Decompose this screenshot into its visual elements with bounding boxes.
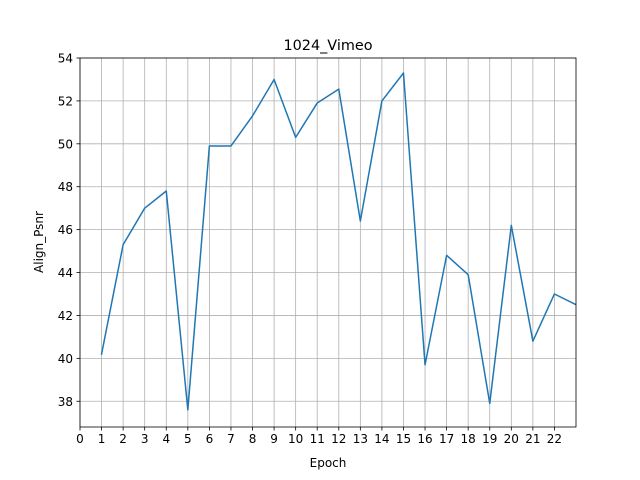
x-tick-label: 17 <box>439 432 454 446</box>
x-axis-label: Epoch <box>310 456 347 470</box>
series-line <box>100 72 576 411</box>
x-tick-label: 18 <box>461 432 476 446</box>
y-tick-label: 54 <box>58 52 73 66</box>
x-tick-label: 21 <box>525 432 540 446</box>
x-tick-label: 5 <box>184 432 192 446</box>
x-tick-label: 4 <box>162 432 170 446</box>
x-tick-label: 20 <box>504 432 519 446</box>
x-tick-label: 9 <box>270 432 278 446</box>
x-tick-label: 15 <box>396 432 411 446</box>
y-tick-label: 46 <box>58 223 73 237</box>
x-axis-ticks: 0 1 2 3 4 5 6 7 8 9 10 11 12 13 14 15 16 17 18 19 20 21 22 <box>76 427 562 446</box>
x-tick-label: 19 <box>482 432 497 446</box>
x-tick-label: 13 <box>353 432 368 446</box>
x-tick-label: 2 <box>119 432 127 446</box>
x-tick-label: 16 <box>417 432 432 446</box>
y-tick-label: 50 <box>58 137 73 151</box>
x-tick-label: 0 <box>76 432 84 446</box>
x-tick-label: 1 <box>98 432 106 446</box>
y-tick-label: 38 <box>58 395 73 409</box>
x-tick-label: 7 <box>227 432 235 446</box>
x-tick-label: 11 <box>310 432 325 446</box>
x-tick-label: 22 <box>547 432 562 446</box>
y-tick-label: 52 <box>58 94 73 108</box>
x-tick-label: 12 <box>331 432 346 446</box>
y-tick-label: 40 <box>58 352 73 366</box>
series-group <box>100 72 576 411</box>
chart-title: 1024_Vimeo <box>283 38 372 54</box>
x-tick-label: 14 <box>374 432 389 446</box>
y-tick-label: 42 <box>58 309 73 323</box>
y-tick-label: 48 <box>58 180 73 194</box>
y-axis-label: Align_Psnr <box>32 211 46 273</box>
x-tick-label: 8 <box>249 432 257 446</box>
x-tick-label: 3 <box>141 432 149 446</box>
y-axis-ticks: 38 40 42 44 46 48 50 52 54 <box>58 52 80 409</box>
x-tick-label: 10 <box>288 432 303 446</box>
y-tick-label: 44 <box>58 266 73 280</box>
plot-frame <box>79 57 577 428</box>
x-tick-label: 6 <box>206 432 214 446</box>
grid-lines <box>79 57 576 427</box>
